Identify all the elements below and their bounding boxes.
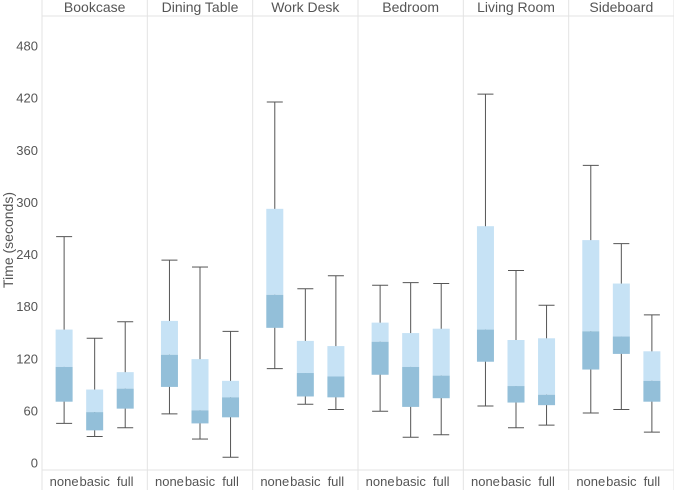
box-full: full: [538, 304, 556, 489]
y-axis-label: Time (seconds): [0, 192, 16, 288]
y-tick-label-240: 240: [16, 247, 38, 262]
panel-title: Bedroom: [382, 0, 439, 15]
box-upper-quartile: [371, 322, 389, 342]
box-basic: basic: [395, 282, 426, 489]
box-lower-quartile: [507, 386, 525, 403]
panel-sideboard: Sideboard none basic full: [576, 0, 661, 489]
y-tick-label-300: 300: [16, 195, 38, 210]
box-none: none: [155, 259, 184, 489]
box-lower-quartile: [266, 294, 284, 328]
box-lower-quartile: [643, 380, 661, 402]
box-upper-quartile: [507, 340, 525, 387]
box-basic: basic: [290, 288, 321, 489]
x-tick-label-basic: basic: [606, 474, 637, 489]
x-tick-label-basic: basic: [290, 474, 321, 489]
x-tick-label-none: none: [576, 474, 605, 489]
x-tick-label-none: none: [50, 474, 79, 489]
y-tick-label-120: 120: [16, 351, 38, 366]
box-none: none: [576, 164, 605, 489]
box-upper-quartile: [538, 338, 556, 395]
x-tick-label-full: full: [222, 474, 239, 489]
y-tick-label-0: 0: [31, 456, 38, 471]
box-lower-quartile: [538, 394, 556, 406]
box-none: none: [366, 284, 395, 489]
box-lower-quartile: [402, 366, 420, 407]
box-lower-quartile: [222, 397, 240, 418]
x-tick-label-none: none: [366, 474, 395, 489]
box-upper-quartile: [402, 333, 420, 367]
panel-title: Dining Table: [162, 0, 239, 15]
box-lower-quartile: [86, 412, 104, 431]
panel-living-room: Living Room none basic full: [471, 0, 556, 489]
box-lower-quartile: [191, 410, 209, 424]
y-axis-ticks: 0 60 120 180 240 300 360 420 480: [16, 39, 38, 471]
panel-work-desk: Work Desk none basic full: [260, 0, 345, 489]
box-upper-quartile: [296, 340, 314, 374]
y-tick-label-180: 180: [16, 299, 38, 314]
box-lower-quartile: [55, 366, 73, 402]
x-tick-label-basic: basic: [185, 474, 216, 489]
box-upper-quartile: [160, 320, 178, 355]
panel-title: Sideboard: [589, 0, 653, 15]
box-upper-quartile: [476, 226, 494, 330]
x-tick-label-basic: basic: [79, 474, 110, 489]
box-none: none: [471, 93, 500, 489]
box-full: full: [643, 314, 661, 489]
box-lower-quartile: [160, 354, 178, 387]
box-full: full: [222, 330, 240, 489]
box-basic: basic: [185, 266, 216, 489]
y-tick-label-60: 60: [24, 403, 38, 418]
x-tick-label-full: full: [433, 474, 450, 489]
x-tick-label-full: full: [644, 474, 661, 489]
box-basic: basic: [79, 337, 110, 489]
box-upper-quartile: [55, 329, 73, 367]
box-basic: basic: [606, 243, 637, 489]
box-full: full: [116, 321, 134, 489]
box-upper-quartile: [432, 328, 450, 376]
box-basic: basic: [501, 270, 532, 489]
box-full: full: [432, 283, 450, 489]
x-tick-label-full: full: [328, 474, 345, 489]
y-tick-label-360: 360: [16, 143, 38, 158]
box-upper-quartile: [86, 389, 104, 413]
box-lower-quartile: [296, 373, 314, 397]
x-tick-label-basic: basic: [395, 474, 426, 489]
box-upper-quartile: [327, 346, 345, 377]
x-tick-label-full: full: [538, 474, 555, 489]
box-none: none: [50, 236, 79, 489]
box-upper-quartile: [643, 351, 661, 381]
x-tick-label-none: none: [155, 474, 184, 489]
box-full: full: [327, 275, 345, 489]
x-tick-label-none: none: [260, 474, 289, 489]
box-lower-quartile: [432, 375, 450, 399]
box-lower-quartile: [612, 336, 630, 354]
box-lower-quartile: [582, 331, 600, 370]
box-lower-quartile: [327, 376, 345, 398]
box-upper-quartile: [191, 359, 209, 411]
box-upper-quartile: [222, 380, 240, 398]
y-tick-label-480: 480: [16, 39, 38, 54]
x-tick-label-basic: basic: [501, 474, 532, 489]
box-upper-quartile: [582, 240, 600, 332]
box-lower-quartile: [371, 341, 389, 375]
panel-bedroom: Bedroom none basic full: [366, 0, 450, 489]
box-upper-quartile: [612, 283, 630, 337]
panel-bookcase: Bookcase none basic full: [50, 0, 134, 489]
panel-title: Work Desk: [271, 0, 340, 15]
box-lower-quartile: [116, 388, 134, 409]
panel-title: Bookcase: [64, 0, 126, 15]
box-none: none: [260, 101, 289, 489]
y-tick-label-420: 420: [16, 91, 38, 106]
x-tick-label-full: full: [117, 474, 134, 489]
box-upper-quartile: [266, 208, 284, 295]
panel-dining-table: Dining Table none basic full: [155, 0, 240, 489]
panel-title: Living Room: [477, 0, 555, 15]
box-lower-quartile: [476, 329, 494, 362]
x-tick-label-none: none: [471, 474, 500, 489]
box-upper-quartile: [116, 372, 134, 389]
